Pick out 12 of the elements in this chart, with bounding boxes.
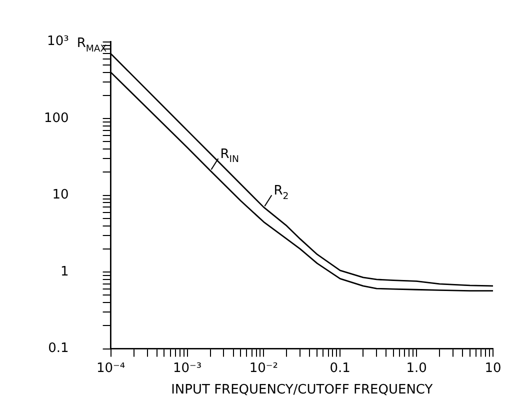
x-tick-label: 10⁻²	[249, 360, 278, 376]
y-tick-label: 0.1	[48, 341, 69, 356]
x-tick-label: 10⁻³	[172, 360, 202, 376]
x-tick-label: 10	[484, 360, 502, 376]
x-tick-label: 0.1	[330, 360, 350, 376]
x-tick-label: 10⁻⁴	[96, 360, 126, 376]
y-tick-label: 10	[52, 188, 69, 203]
y-tick-label: 1	[60, 264, 69, 280]
y-tick-label: 100	[44, 110, 69, 126]
y-tick-label: 10³	[47, 34, 69, 50]
x-axis-title: INPUT FREQUENCY/CUTOFF FREQUENCY	[171, 382, 433, 398]
x-tick-label: 1.0	[406, 360, 427, 376]
